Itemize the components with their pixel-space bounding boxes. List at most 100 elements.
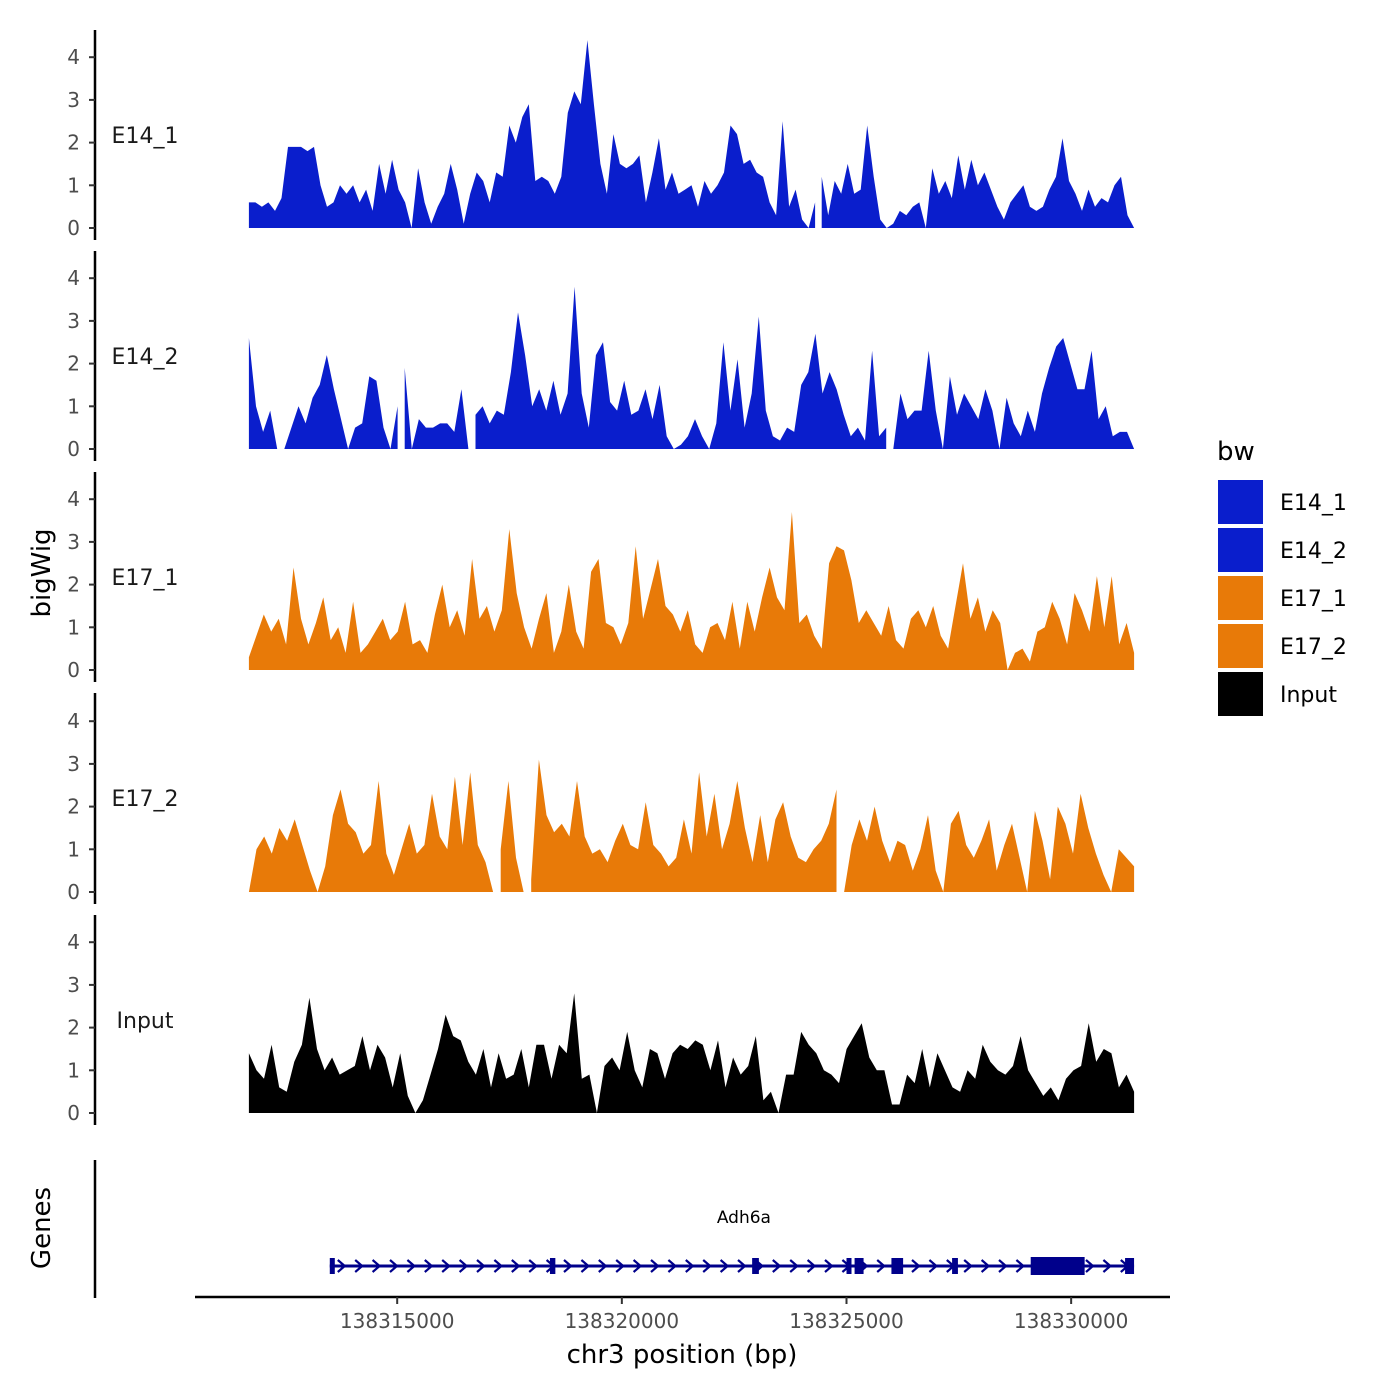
strand-arrow-icon [632, 1259, 643, 1273]
legend-swatch [1218, 672, 1263, 716]
gene-exon [846, 1258, 852, 1274]
legend-swatch [1218, 528, 1263, 572]
track-e17-2: 0 1 2 3 4 E17_2 [67, 693, 1135, 904]
strand-arrow-icon [685, 1259, 695, 1273]
y-tick-label: 4 [67, 487, 80, 511]
y-tick-label: 0 [67, 880, 80, 904]
strand-arrow-icon [667, 1259, 678, 1273]
legend-item: E14_1 [1218, 480, 1347, 524]
strand-arrow-icon [980, 1259, 991, 1273]
y-tick-label: 0 [67, 437, 80, 461]
legend-label: E14_2 [1280, 539, 1347, 564]
signal-area [248, 993, 1135, 1113]
y-tick-label: 0 [67, 1101, 80, 1125]
track-label: E17_2 [112, 787, 179, 812]
legend-item: E17_1 [1218, 576, 1347, 620]
legend-item: E14_2 [1218, 528, 1347, 572]
strand-arrow-icon [876, 1259, 886, 1273]
y-tick-label: 2 [67, 1016, 80, 1040]
strand-arrow-icon [337, 1259, 347, 1273]
y-tick-label: 1 [67, 837, 80, 861]
gene-exon [891, 1258, 904, 1274]
strand-arrow-icon [963, 1259, 973, 1273]
strand-arrow-icon [789, 1259, 799, 1273]
signal-area [475, 286, 887, 449]
y-tick-label: 1 [67, 1058, 80, 1082]
x-tick-label: 138325000 [789, 1309, 904, 1333]
strand-arrow-icon [650, 1259, 660, 1273]
x-tick-label: 138320000 [565, 1309, 680, 1333]
gene-exon [1030, 1257, 1085, 1275]
legend-title: bw [1217, 437, 1255, 467]
track-label: E14_2 [112, 345, 179, 370]
strand-arrow-icon [371, 1259, 382, 1273]
strand-arrow-icon [406, 1259, 417, 1273]
track-e17-1: 0 1 2 3 4 E17_1 [67, 472, 1135, 682]
strand-arrow-icon [598, 1259, 608, 1273]
signal-area [248, 338, 278, 449]
strand-arrow-icon [389, 1259, 399, 1273]
y-tick-label: 4 [67, 709, 80, 733]
legend-label: E17_1 [1280, 587, 1347, 612]
gene-exon [952, 1258, 958, 1274]
gene-exon [549, 1258, 556, 1274]
legend-item: E17_2 [1218, 624, 1347, 668]
strand-arrow-icon [998, 1259, 1008, 1273]
strand-arrow-icon [493, 1259, 504, 1273]
track-e14-2: 0 1 2 3 4 E14_2 [67, 251, 1135, 461]
y-tick-label: 1 [67, 394, 80, 418]
y-tick-label: 3 [67, 309, 80, 333]
signal-area [248, 772, 494, 892]
y-tick-label: 0 [67, 658, 80, 682]
y-tick-label: 2 [67, 795, 80, 819]
strand-arrow-icon [354, 1259, 364, 1273]
y-axis-title: bigWig [27, 528, 57, 617]
gene-exon [329, 1258, 335, 1274]
signal-area [248, 40, 816, 228]
legend-label: Input [1280, 683, 1337, 708]
strand-arrow-icon [1085, 1259, 1095, 1273]
y-tick-label: 3 [67, 530, 80, 554]
legend-swatch [1218, 480, 1263, 524]
gene-exon [854, 1258, 864, 1274]
x-axis: 138315000 138320000 138325000 138330000 [195, 1295, 1170, 1333]
strand-arrow-icon [458, 1259, 469, 1273]
y-tick-label: 2 [67, 352, 80, 376]
legend-items: E14_1 E14_2 E17_1 E17_2 Input [1218, 480, 1347, 716]
x-tick-label: 138330000 [1014, 1309, 1129, 1333]
y-tick-label: 2 [67, 131, 80, 155]
strand-arrow-icon [1015, 1259, 1026, 1273]
y-tick-label: 0 [67, 216, 80, 240]
tracks-layer: 0 1 2 3 4 E14_1 0 1 2 3 4 E14_2 0 1 2 3 4 E17_1 0 1 2 3 4 E17_2… [67, 30, 1135, 1125]
signal-area [284, 355, 398, 449]
signal-area [821, 125, 1135, 228]
track-e14-1: 0 1 2 3 4 E14_1 [67, 30, 1135, 240]
gene-name-label: Adh6a [717, 1208, 771, 1228]
strand-arrow-icon [772, 1259, 782, 1273]
y-tick-label: 3 [67, 88, 80, 112]
legend-label: E17_2 [1280, 635, 1347, 660]
signal-area [500, 781, 524, 892]
y-tick-label: 3 [67, 752, 80, 776]
strand-arrow-icon [806, 1259, 817, 1273]
gene-layer: Adh6a [93, 1160, 1135, 1298]
legend-swatch [1218, 576, 1263, 620]
y-tick-label: 4 [67, 45, 80, 69]
genes-axis-title: Genes [27, 1187, 57, 1269]
x-axis-title: chr3 position (bp) [567, 1340, 798, 1370]
track-label: E17_1 [112, 566, 179, 591]
gene-exon [752, 1258, 759, 1274]
track-label: E14_1 [112, 124, 179, 149]
y-tick-label: 4 [67, 266, 80, 290]
strand-arrow-icon [563, 1259, 573, 1273]
signal-area [844, 793, 1135, 892]
signal-area [404, 367, 469, 449]
legend-label: E14_1 [1280, 491, 1347, 516]
signal-area [531, 759, 837, 892]
y-tick-label: 3 [67, 973, 80, 997]
strand-arrow-icon [1102, 1259, 1113, 1273]
legend-item: Input [1218, 672, 1337, 716]
strand-arrow-icon [824, 1259, 834, 1273]
